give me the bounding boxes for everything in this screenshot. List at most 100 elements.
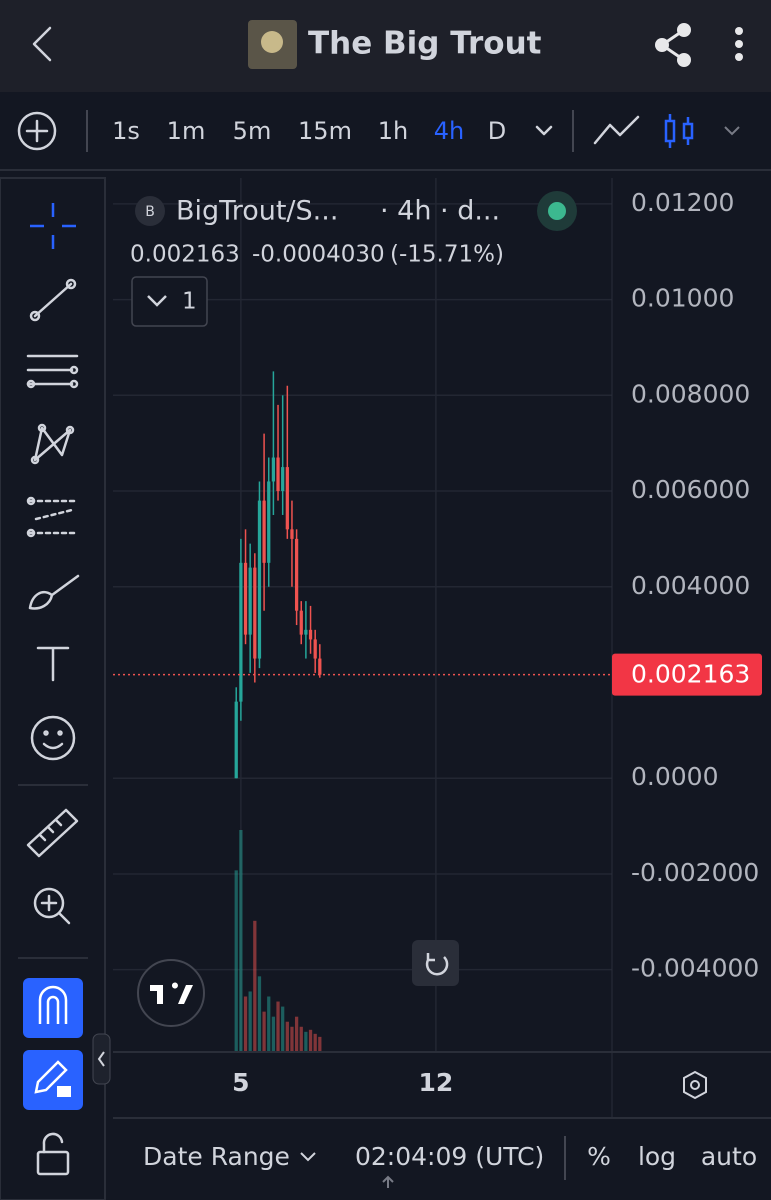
indicator-toggle[interactable] (131, 276, 208, 327)
ruler-tool[interactable] (26, 808, 79, 858)
candle-body (262, 500, 266, 563)
status-dot (548, 202, 566, 220)
share-button[interactable] (655, 23, 691, 67)
y-tick-label: 0.01000 (631, 284, 734, 313)
volume-bar (299, 1026, 303, 1052)
volume-bar (276, 1001, 280, 1052)
candle-body (281, 467, 285, 492)
settings-button[interactable] (683, 1070, 707, 1100)
volume-bar (281, 1006, 285, 1052)
last-price-label: 0.002163 (631, 660, 750, 689)
x-tick-label: 12 (419, 1068, 454, 1097)
symbol-badge (135, 196, 165, 226)
candle-body (239, 562, 243, 702)
volume-bar (294, 1016, 299, 1052)
candle-body (313, 639, 317, 659)
lock-icon (57, 1086, 71, 1097)
y-tick-label: -0.004000 (631, 954, 759, 983)
text-tool[interactable] (36, 646, 70, 682)
emoji-tool[interactable] (30, 715, 76, 761)
symbol-subtitle: · 4h · d... (380, 196, 500, 227)
avatar-face (261, 31, 283, 53)
interval-button[interactable]: 1h (378, 117, 408, 145)
pattern-tool[interactable] (30, 423, 75, 465)
candle-body (248, 567, 252, 635)
log-toggle[interactable]: log (638, 1142, 676, 1171)
x-tick-label: 5 (232, 1068, 249, 1097)
lock-drawing-button[interactable] (23, 1050, 83, 1110)
volume-bar (234, 870, 238, 1052)
y-tick-label: 0.006000 (631, 475, 750, 504)
last-price-box (612, 653, 762, 696)
unlock-button[interactable] (36, 1132, 70, 1176)
date-range-button[interactable]: Date Range (143, 1142, 290, 1171)
volume-bar (267, 996, 271, 1052)
interval-button[interactable]: D (488, 117, 506, 145)
symbol-badge-text: B (145, 204, 155, 220)
interval-button[interactable]: 4h (434, 117, 464, 145)
candle-body (234, 701, 238, 779)
magnet-button[interactable] (23, 978, 83, 1038)
brush-tool[interactable] (28, 574, 80, 610)
volume-bar (239, 830, 243, 1052)
collapse-panel-button[interactable] (92, 1033, 111, 1085)
scroll-handle (382, 1175, 394, 1188)
reset-button[interactable] (412, 940, 459, 986)
interval-button[interactable]: 1m (167, 117, 206, 145)
candle-body (243, 562, 248, 635)
candle-body (304, 629, 308, 635)
reset-icon (425, 953, 449, 976)
last-price: 0.002163 (130, 242, 240, 268)
magnet-icon (38, 985, 68, 1024)
candle-body (318, 658, 322, 675)
interval-button[interactable]: 1s (112, 117, 140, 145)
toolbar (0, 92, 771, 170)
forecast-tool[interactable] (26, 496, 77, 538)
toggle-chevron (147, 295, 167, 307)
interval-dropdown[interactable] (535, 125, 553, 136)
volume-bar (304, 1031, 308, 1052)
volume-bar (243, 996, 248, 1052)
volume-bar (262, 1011, 266, 1052)
more-button[interactable] (735, 27, 743, 61)
volume-bar (308, 1029, 313, 1052)
trend-line-tool[interactable] (29, 278, 77, 322)
back-button[interactable] (32, 26, 52, 62)
volume-bar (257, 976, 262, 1052)
add-button[interactable] (17, 111, 57, 151)
candle-body (257, 500, 262, 659)
candle-body (276, 457, 280, 492)
candle-body (290, 529, 294, 539)
zoom-tool[interactable] (33, 887, 71, 925)
chart-type-dropdown[interactable] (724, 126, 740, 136)
tools-panel (0, 177, 106, 1200)
candle-body (267, 481, 271, 563)
candle-chart-button[interactable] (664, 114, 694, 148)
candle-body (285, 467, 289, 530)
price-change: -0.0004030 (252, 242, 385, 268)
percent-toggle[interactable]: % (587, 1142, 611, 1171)
settings-icon (690, 1080, 700, 1090)
fib-tool[interactable] (26, 354, 79, 389)
volume-bar (253, 920, 257, 1052)
tradingview-logo[interactable] (137, 959, 205, 1027)
y-tick-label: 0.01200 (631, 188, 734, 217)
clock: 02:04:09 (UTC) (355, 1142, 544, 1171)
candle-body (308, 629, 313, 640)
crosshair-tool[interactable] (30, 203, 76, 249)
candle-body (271, 457, 276, 482)
auto-toggle[interactable]: auto (701, 1142, 757, 1171)
volume-bar (248, 991, 252, 1052)
indicator-count: 1 (182, 289, 197, 315)
interval-button[interactable]: 15m (298, 117, 352, 145)
header-bar (0, 0, 771, 92)
pencil-icon (34, 1060, 68, 1094)
volume-bar (271, 1016, 276, 1052)
y-tick-label: 0.008000 (631, 379, 750, 408)
symbol-title: BigTrout/S... (176, 196, 338, 227)
line-chart-button[interactable] (593, 115, 640, 145)
price-change-pct: (-15.71%) (390, 242, 504, 268)
interval-button[interactable]: 5m (233, 117, 272, 145)
volume-bar (318, 1036, 322, 1052)
